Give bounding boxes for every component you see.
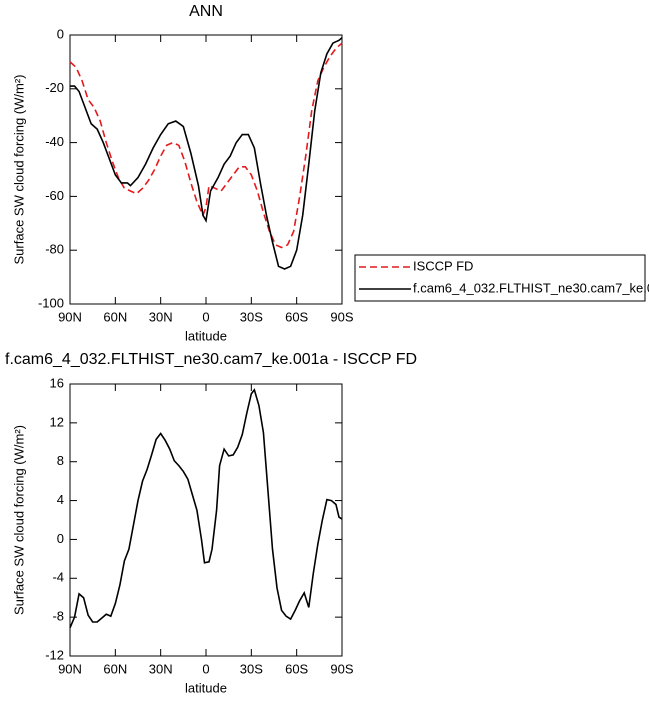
x-tick-label: 60S <box>285 309 308 324</box>
x-tick-label: 90N <box>58 309 82 324</box>
y-tick-label: 0 <box>57 26 64 41</box>
y-tick-label: 16 <box>50 375 64 390</box>
x-tick-label: 60N <box>103 661 127 676</box>
plot-frame <box>69 34 343 305</box>
x-tick-label: 30S <box>240 309 263 324</box>
y-tick-label: -20 <box>45 80 64 95</box>
y-tick-label: 4 <box>57 492 64 507</box>
y-axis-label: Surface SW cloud forcing (W/m²) <box>11 75 26 265</box>
legend-label: ISCCP FD <box>413 258 473 273</box>
y-tick-label: 12 <box>50 414 64 429</box>
y-tick-label: 8 <box>57 453 64 468</box>
x-tick-label: 90N <box>58 661 82 676</box>
chart-title: f.cam6_4_032.FLTHIST_ne30.cam7_ke.001a -… <box>5 351 417 368</box>
y-tick-label: -4 <box>52 570 64 585</box>
x-axis-label: latitude <box>185 328 227 343</box>
y-tick-label: -12 <box>45 647 64 662</box>
y-tick-label: -60 <box>45 188 64 203</box>
x-tick-label: 0 <box>202 661 209 676</box>
legend-box <box>354 254 646 302</box>
x-tick-label: 90S <box>330 309 353 324</box>
x-tick-label: 30N <box>149 661 173 676</box>
x-tick-label: 90S <box>330 661 353 676</box>
data-line <box>70 37 343 270</box>
legend-label: f.cam6_4_032.FLTHIST_ne30.cam7_ke.001a <box>413 280 649 295</box>
x-axis-label: latitude <box>185 680 227 695</box>
x-tick-label: 30N <box>149 309 173 324</box>
y-tick-label: -40 <box>45 134 64 149</box>
y-tick-label: -8 <box>52 609 64 624</box>
x-tick-label: 60N <box>103 309 127 324</box>
x-tick-label: 60S <box>285 661 308 676</box>
x-tick-label: 0 <box>202 309 209 324</box>
y-tick-label: -80 <box>45 242 64 257</box>
data-line <box>69 42 343 249</box>
y-tick-label: -100 <box>38 295 64 310</box>
y-axis-label: Surface SW cloud forcing (W/m²) <box>11 425 26 615</box>
x-tick-label: 30S <box>240 661 263 676</box>
chart-title: ANN <box>189 3 223 20</box>
data-line <box>69 388 343 629</box>
y-tick-label: 0 <box>57 531 64 546</box>
